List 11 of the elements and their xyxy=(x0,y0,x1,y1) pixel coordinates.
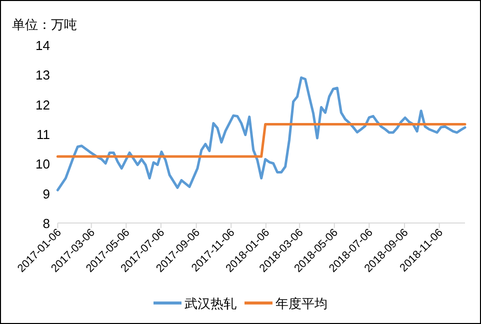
y-tick-label: 11 xyxy=(36,127,50,142)
y-tick-label: 13 xyxy=(36,68,50,83)
y-tick-label: 9 xyxy=(42,186,50,202)
y-tick-label: 10 xyxy=(36,156,50,172)
y-tick-label: 12 xyxy=(36,97,50,112)
legend-label: 武汉热轧 xyxy=(184,296,236,311)
legend-label: 年度平均 xyxy=(276,296,328,311)
y-tick-label: 14 xyxy=(36,38,50,53)
y-axis-title: 单位：万吨 xyxy=(12,17,77,32)
line-series xyxy=(56,76,466,192)
y-tick-label: 8 xyxy=(42,216,50,231)
